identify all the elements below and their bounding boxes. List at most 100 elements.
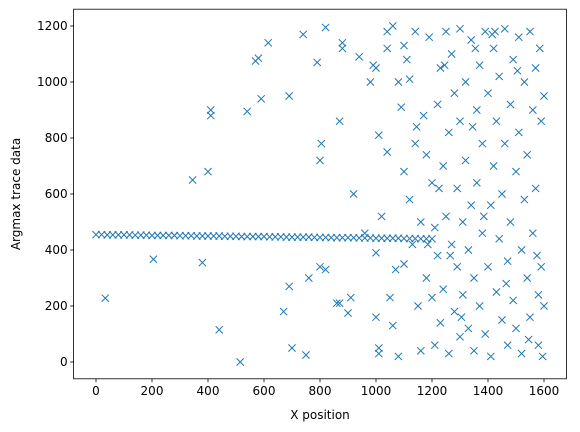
data-point <box>226 232 235 241</box>
data-point <box>498 190 506 198</box>
data-point <box>492 288 501 296</box>
x-tick-label: 200 <box>141 384 164 398</box>
data-point <box>523 274 532 282</box>
data-point <box>484 89 492 98</box>
data-point <box>159 231 168 240</box>
data-point <box>495 234 504 243</box>
data-point <box>153 231 162 240</box>
x-tick-label: 1000 <box>361 384 392 398</box>
data-point <box>535 44 544 53</box>
data-point <box>436 318 445 327</box>
x-tick-label: 1200 <box>417 384 448 398</box>
x-tick-label: 600 <box>253 384 276 398</box>
data-point <box>206 106 215 114</box>
data-point <box>293 233 302 242</box>
data-point <box>400 234 408 243</box>
data-point <box>114 230 123 239</box>
data-point <box>366 78 375 86</box>
data-point <box>538 352 547 361</box>
data-point <box>456 332 464 341</box>
data-point <box>524 335 533 344</box>
data-point <box>464 246 473 254</box>
data-point <box>101 294 110 303</box>
data-point <box>254 54 263 63</box>
data-point <box>537 262 546 271</box>
data-point <box>453 184 462 193</box>
data-point <box>495 72 504 81</box>
data-point <box>372 234 380 243</box>
data-point <box>374 349 383 358</box>
data-point <box>456 24 464 33</box>
data-point <box>355 234 364 242</box>
data-point <box>492 117 501 126</box>
data-point <box>540 302 548 310</box>
data-point <box>416 218 425 226</box>
data-point <box>528 229 537 238</box>
data-point <box>279 307 288 316</box>
data-point <box>405 234 414 243</box>
data-point <box>513 66 522 75</box>
data-point <box>344 309 352 317</box>
data-point <box>439 162 448 170</box>
data-point <box>425 33 434 42</box>
data-point <box>338 44 347 53</box>
data-point <box>423 240 432 249</box>
y-tick-label: 600 <box>45 187 68 201</box>
data-point <box>360 229 369 238</box>
data-point <box>436 64 445 72</box>
data-point <box>484 262 492 271</box>
data-point <box>198 258 207 267</box>
data-point <box>220 232 229 241</box>
data-point <box>435 184 443 193</box>
y-tick-label: 1000 <box>37 75 68 89</box>
data-point <box>405 195 414 204</box>
data-point <box>321 265 330 274</box>
data-point <box>414 302 422 310</box>
data-point <box>540 92 548 100</box>
data-point <box>486 352 495 361</box>
data-point <box>299 233 308 242</box>
data-point <box>517 349 526 358</box>
data-point <box>506 218 515 226</box>
data-point <box>164 231 173 240</box>
data-point <box>422 150 431 159</box>
data-point <box>316 262 324 271</box>
data-point <box>335 117 344 126</box>
data-point <box>149 255 158 264</box>
data-point <box>405 75 414 84</box>
data-point <box>264 38 273 47</box>
data-point <box>450 89 459 98</box>
data-point <box>338 233 347 242</box>
data-point <box>481 330 490 338</box>
data-point <box>310 233 319 242</box>
data-point <box>430 341 439 350</box>
data-point <box>506 100 515 109</box>
data-point <box>349 190 358 198</box>
data-point <box>428 293 436 302</box>
data-point <box>526 313 534 322</box>
data-point <box>416 346 425 355</box>
data-point <box>254 232 263 241</box>
data-point <box>442 27 450 36</box>
data-point <box>271 232 280 241</box>
data-point <box>386 293 394 302</box>
data-point <box>383 234 392 243</box>
data-point <box>475 61 484 70</box>
data-point <box>288 344 296 352</box>
data-point <box>388 234 397 243</box>
data-point <box>377 212 386 221</box>
data-point <box>344 233 352 242</box>
data-point <box>243 107 252 116</box>
data-point <box>446 251 455 260</box>
x-tick-label: 0 <box>92 384 100 398</box>
data-point <box>176 231 184 240</box>
data-point <box>523 150 532 159</box>
data-point <box>148 231 156 240</box>
data-point <box>215 325 224 334</box>
data-point <box>472 178 481 187</box>
data-point <box>400 167 408 176</box>
data-point <box>388 321 397 330</box>
data-point <box>181 231 190 240</box>
data-point <box>442 212 450 221</box>
